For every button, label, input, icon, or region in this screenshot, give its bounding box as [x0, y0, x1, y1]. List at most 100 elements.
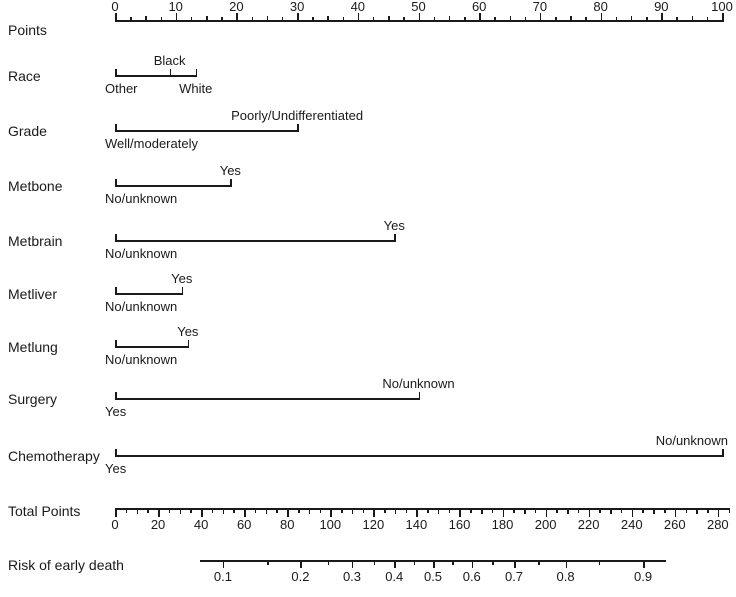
total-points-tick — [190, 509, 192, 513]
points-tick-label: 10 — [168, 0, 183, 14]
row-label-metbrain: Metbrain — [8, 233, 63, 249]
risk-tick-label: 0.4 — [385, 569, 404, 584]
risk-tick-label: 0.7 — [504, 569, 524, 584]
total-points-tick — [577, 509, 580, 513]
points-tick — [327, 15, 329, 20]
category-label-metbone-yes: Yes — [219, 163, 241, 178]
points-tick-label: 40 — [350, 0, 366, 14]
total-points-tick-label: 180 — [491, 517, 514, 532]
row-label-metliver: Metliver — [8, 286, 58, 302]
risk-major-tick — [433, 561, 435, 568]
axis-line-surgery — [115, 398, 420, 400]
category-tick-yes — [115, 392, 117, 398]
category-label-metbrain-no-unknown: No/unknown — [105, 246, 178, 261]
total-points-tick — [664, 509, 666, 513]
total-points-tick-label: 120 — [362, 517, 385, 532]
row-label-metlung: Metlung — [8, 339, 58, 355]
risk-minor-tick — [413, 561, 416, 565]
total-points-tick — [147, 509, 149, 513]
total-points-tick — [556, 509, 558, 513]
category-tick-yes — [394, 234, 396, 240]
points-tick — [630, 15, 633, 20]
total-points-tick — [319, 509, 322, 513]
risk-major-tick — [300, 561, 302, 568]
total-points-tick — [362, 509, 365, 513]
total-points-tick-label: 160 — [448, 517, 471, 532]
points-tick — [676, 17, 678, 20]
total-points-tick — [696, 509, 698, 514]
risk-major-tick — [643, 561, 645, 568]
axis-line-metlung — [115, 346, 190, 348]
total-points-tick — [416, 509, 418, 517]
total-points-tick — [610, 509, 612, 514]
points-tick — [206, 15, 208, 20]
points-tick — [479, 13, 481, 20]
category-label-grade-well-moderately: Well/moderately — [105, 136, 198, 151]
category-label-metliver-yes: Yes — [171, 271, 193, 286]
total-points-tick — [341, 509, 343, 513]
points-tick — [342, 17, 345, 20]
total-points-tick — [491, 509, 494, 513]
axis-line-metbone — [115, 185, 232, 187]
total-points-tick — [405, 509, 408, 513]
category-tick-no-unknown — [418, 392, 420, 398]
points-tick — [236, 13, 238, 20]
category-label-metbrain-yes: Yes — [383, 218, 405, 233]
category-label-surgery-yes: Yes — [105, 404, 127, 419]
total-points-tick — [179, 509, 182, 514]
total-points-tick — [459, 509, 461, 517]
points-tick — [357, 13, 360, 20]
points-tick — [433, 17, 436, 20]
category-label-chemotherapy-no-unknown: No/unknown — [655, 433, 728, 448]
points-tick — [251, 17, 254, 20]
row-label-chemotherapy: Chemotherapy — [8, 448, 100, 464]
points-tick-label: 60 — [471, 0, 487, 14]
points-tick — [600, 13, 603, 20]
row-label-grade: Grade — [8, 123, 47, 139]
total-points-tick-label: 240 — [620, 517, 643, 532]
category-label-race-other: Other — [105, 81, 138, 96]
points-tick-label: 90 — [654, 0, 669, 14]
total-points-tick-label: 0 — [111, 517, 119, 532]
row-label-risk-of-early-death: Risk of early death — [8, 557, 124, 573]
row-label-points: Points — [8, 22, 47, 38]
total-points-tick — [233, 509, 235, 513]
total-points-axis-line — [115, 508, 731, 510]
points-tick-label: 50 — [411, 0, 426, 14]
points-tick-label: 30 — [289, 0, 305, 14]
risk-minor-tick — [452, 561, 454, 565]
axis-line-grade — [115, 130, 299, 132]
total-points-tick — [115, 509, 117, 517]
points-tick — [646, 17, 648, 20]
risk-major-tick — [471, 561, 474, 568]
total-points-tick — [287, 509, 289, 517]
category-label-surgery-no-unknown: No/unknown — [382, 376, 455, 391]
total-points-tick — [373, 509, 375, 517]
total-points-tick — [599, 509, 601, 513]
total-points-tick — [513, 509, 515, 513]
axis-line-metliver — [115, 293, 184, 295]
total-points-tick — [653, 509, 655, 514]
total-points-tick-label: 60 — [236, 517, 252, 532]
total-points-tick — [631, 509, 634, 517]
category-tick-poorly-undifferentiated — [297, 124, 299, 130]
total-points-tick-label: 220 — [577, 517, 600, 532]
total-points-tick-label: 80 — [280, 517, 295, 532]
total-points-tick — [437, 509, 440, 514]
total-points-tick — [707, 509, 709, 513]
row-label-race: Race — [8, 68, 41, 84]
points-tick — [281, 17, 284, 20]
points-tick — [115, 13, 117, 20]
total-points-tick — [351, 509, 354, 514]
category-tick-yes — [230, 179, 232, 185]
axis-line-chemotherapy — [115, 455, 724, 457]
category-label-grade-poorly-undifferentiated: Poorly/Undifferentiated — [231, 108, 364, 123]
category-tick-no-unknown — [722, 449, 724, 455]
total-points-tick — [158, 509, 160, 517]
total-points-tick — [125, 509, 128, 513]
category-tick-well-moderately — [115, 124, 117, 130]
category-tick-white — [195, 69, 198, 75]
total-points-tick-label: 280 — [706, 517, 729, 532]
total-points-tick — [642, 509, 644, 513]
points-tick — [145, 15, 147, 20]
